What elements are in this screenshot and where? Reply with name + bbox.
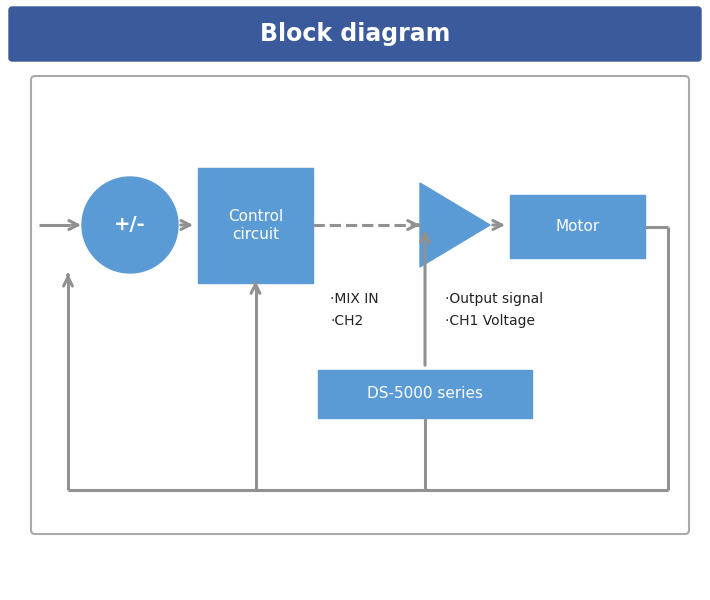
Text: Control
circuit: Control circuit bbox=[228, 209, 283, 242]
Text: Block diagram: Block diagram bbox=[260, 22, 450, 46]
Text: ·Output signal
·CH1 Voltage: ·Output signal ·CH1 Voltage bbox=[445, 292, 543, 328]
FancyBboxPatch shape bbox=[318, 370, 532, 418]
Text: ·MIX IN
·CH2: ·MIX IN ·CH2 bbox=[330, 292, 378, 328]
Polygon shape bbox=[420, 183, 490, 267]
FancyBboxPatch shape bbox=[198, 168, 313, 283]
Text: +/-: +/- bbox=[114, 215, 146, 235]
Text: DS-5000 series: DS-5000 series bbox=[367, 386, 483, 401]
Text: Motor: Motor bbox=[555, 219, 600, 234]
FancyBboxPatch shape bbox=[9, 7, 701, 61]
FancyBboxPatch shape bbox=[31, 76, 689, 534]
FancyBboxPatch shape bbox=[510, 195, 645, 258]
Circle shape bbox=[82, 177, 178, 273]
